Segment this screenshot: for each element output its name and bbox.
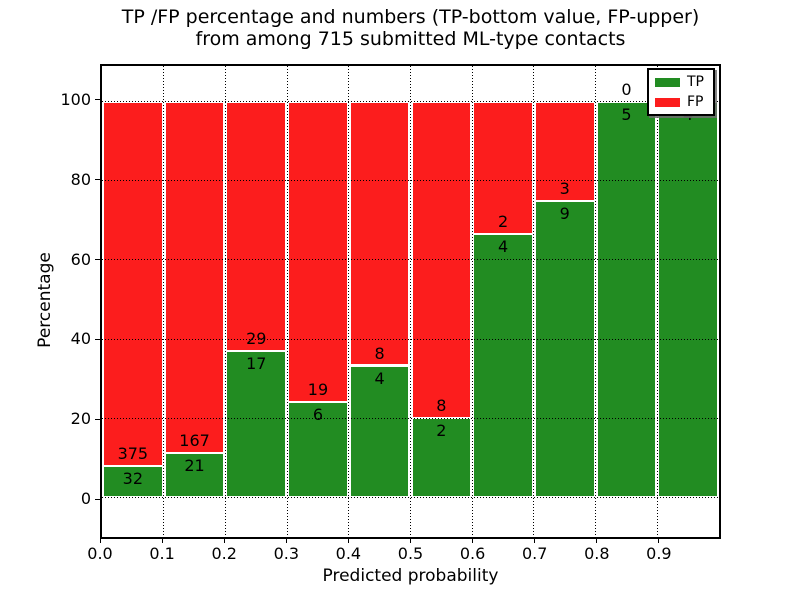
tp-bar-segment [349,365,410,498]
fp-count-annotation: 8 [436,396,447,416]
fp-count-annotation: 0 [621,79,632,99]
horizontal-gridline [102,259,719,261]
y-tick-mark [95,259,100,261]
legend-row: FP [655,95,707,109]
x-tick-mark [285,539,287,543]
tp-count-annotation: 4 [374,368,385,388]
chart-title-line2: from among 715 submitted ML-type contact… [195,28,626,50]
tp-count-annotation: 6 [312,405,324,425]
tp-legend-label: TP [687,74,704,90]
horizontal-gridline [102,101,719,103]
x-tick-label: 0.7 [521,544,548,563]
y-tick-mark [95,498,100,500]
vertical-gridline [286,66,288,537]
x-tick-label: 0.0 [87,544,113,563]
fp-legend-label: FP [687,94,704,110]
x-tick-label: 0.8 [584,544,610,563]
y-tick-label: 100 [60,89,91,109]
y-tick-mark [95,179,100,181]
vertical-gridline [348,66,350,537]
legend: TP FP [647,68,715,116]
fp-count-annotation: 19 [307,380,329,400]
x-tick-mark [472,539,474,543]
tp-count-annotation: 4 [497,236,509,256]
tp-bar-segment [103,466,163,498]
tp-bar-segment [164,453,225,498]
tp-count-annotation: 21 [184,456,205,476]
fp-bar-segment [473,101,533,234]
fp-count-annotation: 375 [117,444,149,464]
y-tick-label: 20 [70,409,91,429]
tp-bar-segment [658,101,718,498]
horizontal-gridline [102,338,719,340]
fp-count-annotation: 3 [559,178,570,198]
tp-count-annotation: 5 [621,104,632,124]
x-tick-label: 0.5 [397,544,424,563]
fp-count-annotation: 29 [246,329,267,349]
vertical-gridline [533,66,535,537]
x-tick-mark [410,539,411,543]
tp-count-annotation: 2 [436,421,447,441]
x-tick-label: 0.6 [459,544,486,563]
x-tick-mark [534,539,536,543]
vertical-gridline [656,66,658,537]
y-tick-label: 0 [80,489,91,509]
tp-bar-segment [473,233,533,498]
y-tick-label: 40 [70,329,91,349]
x-tick-label: 0.2 [211,544,237,563]
fp-count-annotation: 2 [497,211,509,231]
horizontal-gridline [102,496,719,498]
y-tick-mark [95,338,100,340]
tp-bar-segment [411,418,472,498]
tp-count-annotation: 9 [559,203,570,223]
y-tick-mark [95,99,100,101]
x-tick-mark [347,539,349,543]
x-tick-mark [223,539,225,543]
fp-bar-segment [164,101,225,454]
fp-bar-segment [288,101,348,403]
chart-title: TP /FP percentage and numbers (TP-bottom… [101,6,720,50]
tp-count-annotation: 17 [246,354,267,374]
tp-bar-segment [534,200,595,498]
horizontal-gridline [102,180,719,182]
vertical-gridline [410,66,411,537]
fp-count-annotation: 8 [374,343,385,363]
fp-bar-segment [226,101,287,352]
vertical-gridline [471,66,473,537]
y-tick-mark [95,418,100,420]
x-tick-label: 0.9 [646,544,672,563]
vertical-gridline [595,66,597,537]
x-tick-label: 0.4 [335,544,362,563]
fp-count-annotation: 167 [179,431,210,451]
vertical-gridline [224,66,226,537]
x-tick-mark [99,539,101,543]
x-tick-label: 0.3 [273,544,300,563]
fp-bar-segment [349,101,410,366]
tp-bar-segment [596,101,657,498]
fp-bar-segment [103,101,163,467]
vertical-gridline [163,66,165,537]
x-tick-mark [596,539,598,543]
x-tick-mark [658,539,660,543]
legend-row: TP [655,75,707,89]
y-tick-label: 60 [70,249,91,269]
tp-legend-swatch [655,77,680,87]
x-axis-label: Predicted probability [322,566,499,586]
chart-title-line1: TP /FP percentage and numbers (TP-bottom… [121,6,700,28]
tp-bar-segment [226,351,287,498]
x-tick-mark [161,539,163,543]
fp-legend-swatch [655,97,680,107]
y-tick-label: 80 [70,169,91,189]
horizontal-gridline [102,417,719,419]
tp-count-annotation: 32 [122,469,144,489]
x-tick-label: 0.1 [149,544,175,563]
